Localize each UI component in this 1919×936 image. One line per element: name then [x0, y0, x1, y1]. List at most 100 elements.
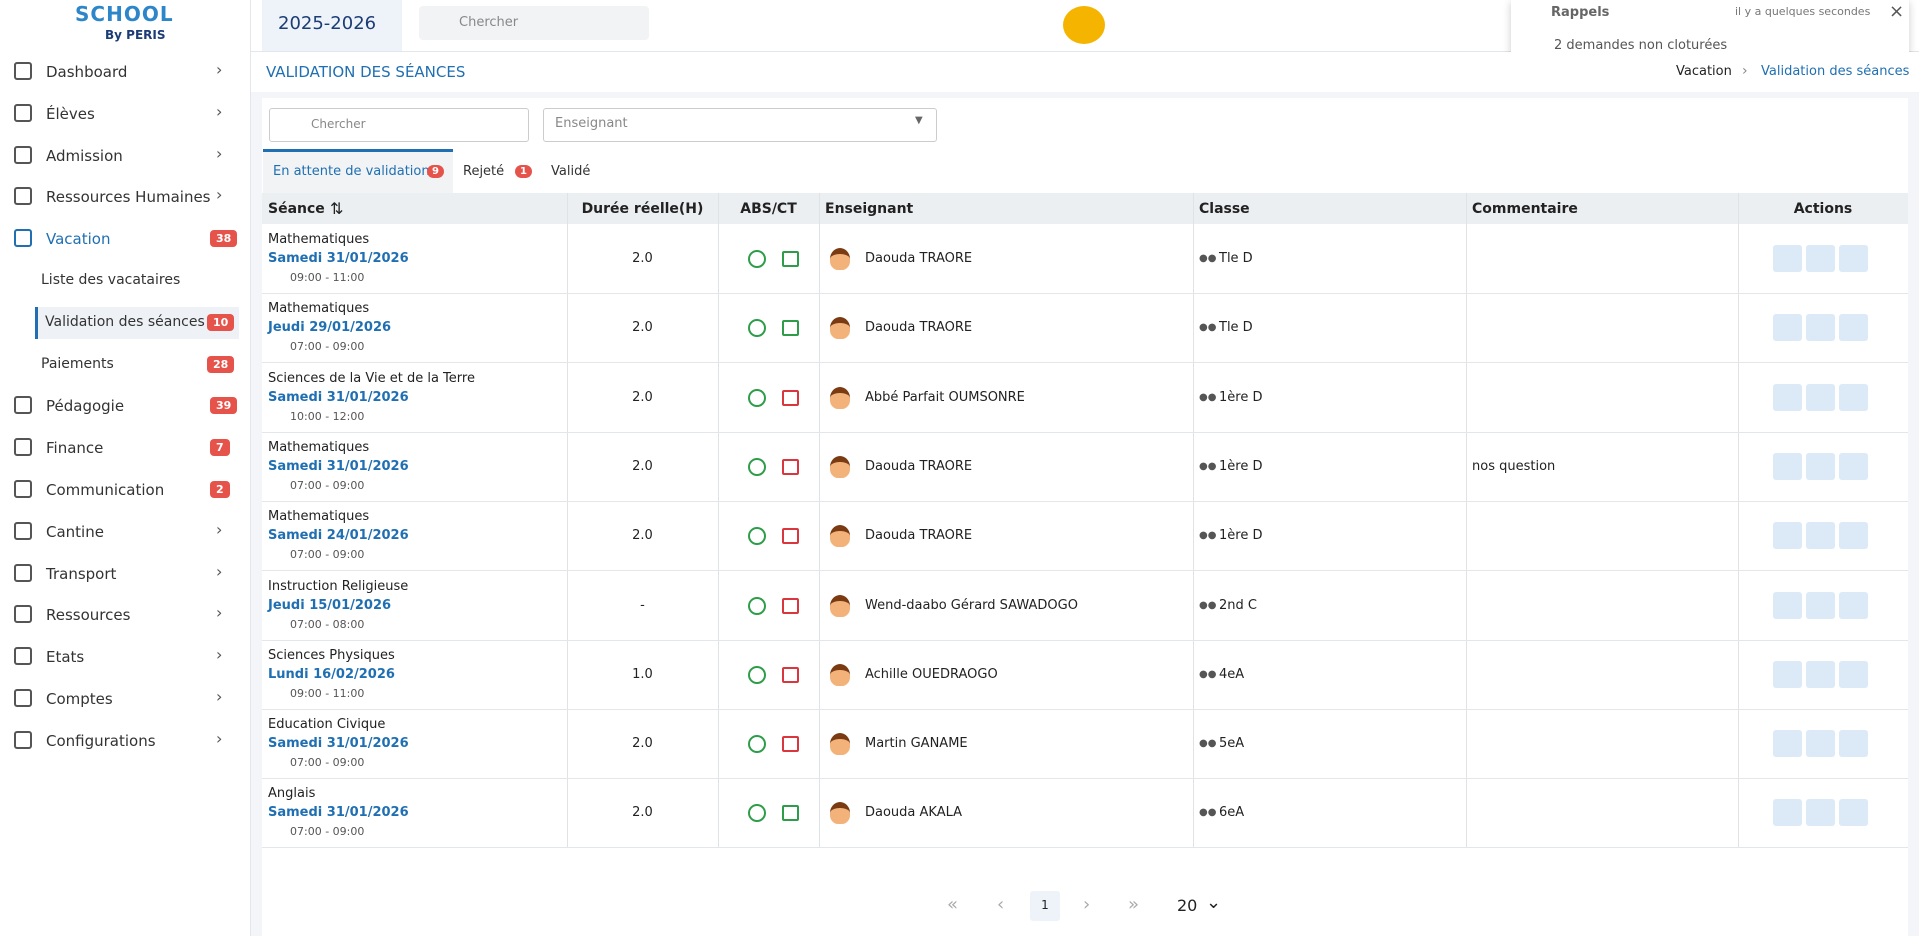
- action-button[interactable]: [1839, 591, 1868, 619]
- row: [262, 432, 1908, 502]
- menu-item[interactable]: Admission: [46, 146, 123, 165]
- column-header: ABS/CT: [740, 201, 797, 217]
- action-button[interactable]: [1773, 245, 1802, 272]
- date: Samedi 31/01/2026: [268, 736, 409, 752]
- menu-item[interactable]: Configurations: [46, 731, 156, 750]
- page-current[interactable]: 1: [1041, 898, 1049, 912]
- action-button[interactable]: [1773, 660, 1802, 688]
- time: 07:00 - 09:00: [290, 756, 365, 770]
- action-button[interactable]: [1806, 660, 1835, 688]
- action-button[interactable]: [1773, 591, 1802, 619]
- menu-item[interactable]: Communication: [46, 481, 165, 499]
- tab[interactable]: [263, 149, 453, 195]
- menu-badge: 39: [210, 397, 238, 415]
- menu-item[interactable]: Transport: [46, 564, 117, 583]
- filter-teacher[interactable]: [543, 108, 937, 142]
- filter-search[interactable]: [269, 108, 529, 142]
- menu-item[interactable]: Finance: [46, 439, 104, 458]
- page-nav[interactable]: »: [1128, 894, 1140, 915]
- submenu-item[interactable]: Paiements: [41, 355, 114, 372]
- page-size[interactable]: 20: [1177, 896, 1198, 915]
- menu-icon: [14, 396, 32, 415]
- action-button[interactable]: [1839, 660, 1868, 688]
- date: Lundi 16/02/2026: [268, 666, 395, 682]
- abs-icon: [748, 527, 766, 546]
- menu-chevron: ›: [216, 728, 223, 748]
- menu-item[interactable]: Dashboard: [46, 63, 128, 81]
- date: Samedi 24/01/2026: [268, 528, 409, 544]
- menu-icon: [14, 563, 32, 582]
- class: 1ère D: [1219, 458, 1263, 474]
- menu-item[interactable]: Etats: [46, 648, 85, 667]
- sort-icon[interactable]: ⇅: [330, 199, 344, 218]
- menu-item[interactable]: Vacation: [46, 230, 111, 249]
- menu-item[interactable]: Ressources Humaines: [46, 188, 211, 207]
- year-box[interactable]: [262, 0, 402, 51]
- column-header: Enseignant: [825, 201, 914, 217]
- row: [262, 501, 1908, 572]
- class: 4eA: [1219, 666, 1245, 682]
- action-button[interactable]: [1773, 730, 1802, 758]
- action-button[interactable]: [1773, 383, 1802, 411]
- action-button[interactable]: [1806, 245, 1835, 272]
- menu-icon: [14, 145, 32, 164]
- action-button[interactable]: [1839, 314, 1868, 342]
- class: 2nd C: [1219, 597, 1257, 613]
- action-button[interactable]: [1839, 730, 1868, 758]
- menu-item[interactable]: Cantine: [46, 522, 104, 541]
- time: 10:00 - 12:00: [290, 409, 365, 423]
- page-current-box[interactable]: [1030, 891, 1060, 921]
- page-size-caret[interactable]: ⌄: [1206, 892, 1222, 913]
- column-header[interactable]: Séance: [268, 201, 325, 217]
- tab-label[interactable]: En attente de validation: [273, 164, 430, 179]
- subject: Education Civique: [268, 717, 386, 733]
- table-header: [262, 193, 1908, 224]
- avatar: [830, 663, 850, 686]
- action-button[interactable]: [1839, 522, 1868, 550]
- year[interactable]: 2025-2026: [278, 13, 377, 34]
- menu-icon: [14, 730, 32, 749]
- action-button[interactable]: [1773, 452, 1802, 480]
- column-header: Durée réelle(H): [581, 201, 704, 217]
- subject: Mathematiques: [268, 509, 370, 525]
- action-button[interactable]: [1806, 452, 1835, 480]
- action-button[interactable]: [1773, 522, 1802, 550]
- action-button[interactable]: [1806, 591, 1835, 619]
- action-button[interactable]: [1773, 314, 1802, 342]
- action-button[interactable]: [1806, 522, 1835, 550]
- submenu-item[interactable]: Liste des vacataires: [41, 272, 181, 288]
- action-button[interactable]: [1839, 245, 1868, 272]
- abs-icon: [748, 735, 766, 754]
- action-button[interactable]: [1806, 383, 1835, 411]
- ct-icon: [782, 320, 799, 337]
- page-nav[interactable]: «: [947, 894, 959, 915]
- class-icon: ●●: [1199, 322, 1217, 334]
- top-search[interactable]: [419, 6, 649, 40]
- menu-item[interactable]: Comptes: [46, 690, 113, 708]
- notification-close[interactable]: ×: [1889, 1, 1905, 22]
- menu-item[interactable]: Élèves: [46, 104, 95, 123]
- tab-label[interactable]: Rejeté: [463, 164, 505, 179]
- page-nav[interactable]: ›: [1083, 894, 1091, 915]
- action-button[interactable]: [1806, 314, 1835, 342]
- menu-icon: [14, 605, 32, 624]
- time: 07:00 - 09:00: [290, 478, 365, 492]
- breadcrumb-parent[interactable]: Vacation: [1676, 64, 1732, 79]
- action-button[interactable]: [1839, 799, 1868, 827]
- class: 1ère D: [1219, 528, 1263, 544]
- menu-item[interactable]: Pédagogie: [46, 397, 125, 416]
- page-nav[interactable]: ‹: [997, 894, 1005, 915]
- avatar: [830, 317, 850, 340]
- submenu-item[interactable]: Validation des séances: [45, 313, 205, 330]
- top-search-placeholder: Chercher: [459, 15, 519, 30]
- action-button[interactable]: [1806, 730, 1835, 758]
- column-divider: [1738, 193, 1739, 847]
- action-button[interactable]: [1839, 383, 1868, 411]
- time: 07:00 - 09:00: [290, 340, 365, 354]
- subject: Instruction Religieuse: [268, 578, 409, 594]
- action-button[interactable]: [1806, 799, 1835, 827]
- menu-item[interactable]: Ressources: [46, 606, 131, 625]
- tab-label[interactable]: Validé: [551, 164, 591, 179]
- action-button[interactable]: [1839, 452, 1868, 480]
- action-button[interactable]: [1773, 799, 1802, 827]
